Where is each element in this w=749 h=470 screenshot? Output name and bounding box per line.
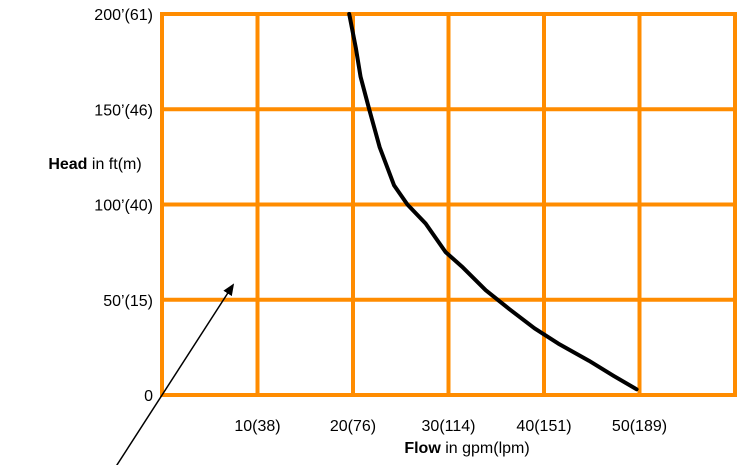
pump-curve-line	[347, 12, 639, 392]
x-tick-label: 20(76)	[330, 418, 376, 435]
y-tick-label: 200’(61)	[94, 7, 153, 24]
grid	[160, 12, 737, 397]
x-axis-label-bold: Flow	[404, 440, 441, 457]
y-tick-label: 0	[144, 388, 153, 405]
y-axis-label: Head in ft(m)	[48, 156, 141, 173]
y-axis-label-bold: Head	[48, 156, 87, 173]
x-axis-label: Flow in gpm(lpm)	[404, 440, 529, 457]
annotation-arrow	[114, 283, 235, 469]
x-tick-label: 30(114)	[422, 418, 476, 435]
tick-labels: 10(38) 20(76) 30(114) 40(151) 50(189) 0 50’(15…	[94, 7, 667, 435]
y-tick-label: 50’(15)	[103, 293, 153, 310]
x-axis-label-rest: in gpm(lpm)	[441, 440, 530, 457]
x-tick-label: 40(151)	[516, 418, 571, 435]
x-tick-label: 50(189)	[612, 418, 667, 435]
y-tick-label: 100’(40)	[94, 198, 153, 215]
curve-layer	[347, 12, 639, 392]
y-axis-label-rest: in ft(m)	[87, 156, 141, 173]
y-tick-label: 150’(46)	[94, 102, 153, 119]
x-tick-label: 10(38)	[234, 418, 280, 435]
